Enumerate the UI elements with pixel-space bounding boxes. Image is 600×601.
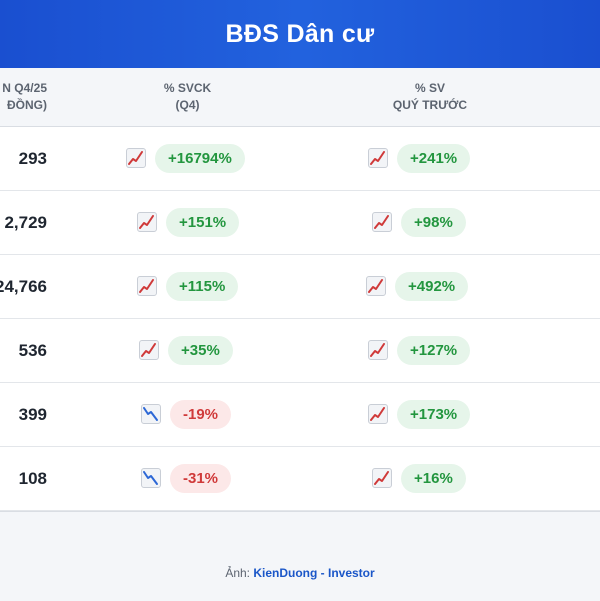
revenue-cell: 2,729: [4, 213, 47, 232]
table-row: 24,766 +115% +492%: [0, 255, 600, 319]
photo-credit: Ảnh: KienDuong - Investor: [0, 566, 600, 580]
credit-prefix: Ảnh:: [225, 566, 250, 580]
yoy-badge: +115%: [166, 272, 239, 301]
column-header-revenue: N Q4/25 ĐỒNG): [2, 81, 47, 112]
table-row: 399 -19% +173%: [0, 383, 600, 447]
chart-down-icon: [141, 404, 161, 424]
chart-up-icon: [368, 340, 388, 360]
chart-up-icon: [372, 468, 392, 488]
chart-up-icon: [139, 340, 159, 360]
yoy-badge: +151%: [166, 208, 240, 237]
qoq-badge: +98%: [401, 208, 466, 237]
table-body: 293 +16794% +241% 2,729 +151% +98% 24,76…: [0, 127, 600, 511]
chart-up-icon: [368, 404, 388, 424]
chart-up-icon: [368, 148, 388, 168]
table-row: 2,729 +151% +98%: [0, 191, 600, 255]
table-row: 108 -31% +16%: [0, 447, 600, 511]
qoq-badge: +173%: [397, 400, 471, 429]
yoy-badge: +16794%: [155, 144, 245, 173]
revenue-cell: 293: [18, 149, 47, 168]
column-header-yoy: % SVCK (Q4): [163, 81, 212, 112]
chart-up-icon: [366, 276, 386, 296]
table-row: 293 +16794% +241%: [0, 127, 600, 191]
qoq-badge: +127%: [397, 336, 471, 365]
yoy-badge: -19%: [170, 400, 232, 429]
credit-author-link[interactable]: KienDuong - Investor: [253, 566, 375, 580]
revenue-cell: 108: [18, 469, 47, 488]
qoq-badge: +241%: [397, 144, 471, 173]
table-row: 536 +35% +127%: [0, 319, 600, 383]
chart-up-icon: [372, 212, 392, 232]
chart-down-icon: [141, 468, 161, 488]
yoy-badge: +35%: [168, 336, 233, 365]
chart-up-icon: [126, 148, 146, 168]
footer: Ảnh: KienDuong - Investor: [0, 511, 600, 601]
revenue-cell: 399: [18, 405, 47, 424]
table-header: N Q4/25 ĐỒNG) % SVCK (Q4) % SV QUÝ TRƯỚC: [0, 68, 600, 127]
page-title: BĐS Dân cư: [225, 19, 375, 48]
qoq-badge: +16%: [401, 464, 466, 493]
header-bar: BĐS Dân cư: [0, 0, 600, 68]
chart-up-icon: [137, 212, 157, 232]
revenue-cell: 536: [18, 341, 47, 360]
yoy-badge: -31%: [170, 464, 232, 493]
revenue-cell: 24,766: [0, 277, 47, 296]
qoq-badge: +492%: [395, 272, 469, 301]
column-header-qoq: % SV QUÝ TRƯỚC: [392, 81, 468, 112]
chart-up-icon: [137, 276, 157, 296]
